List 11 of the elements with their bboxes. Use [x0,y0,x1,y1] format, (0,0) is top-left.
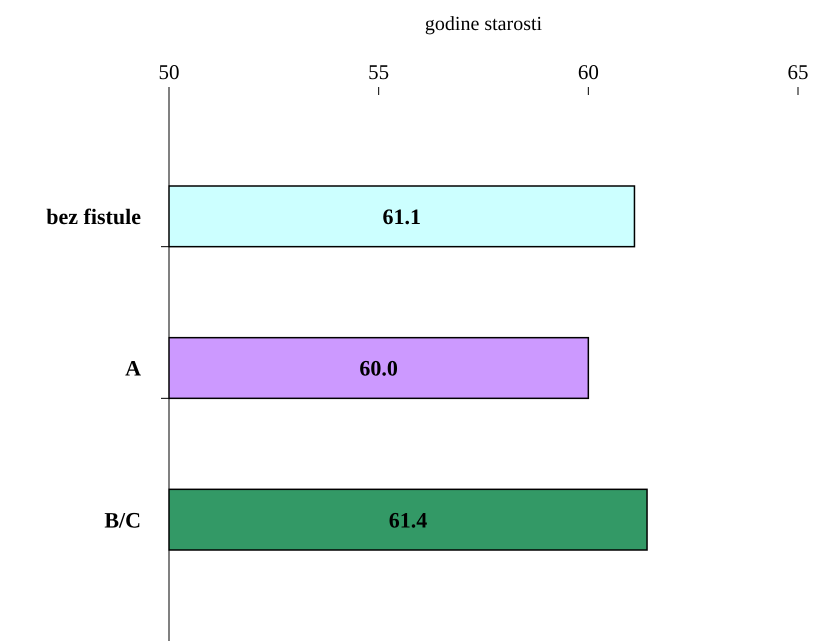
x-axis-title: godine starosti [424,13,543,35]
data-label: 61.1 [382,204,421,230]
x-tick-label: 65 [788,60,808,84]
y-tick-label: B/C [104,507,141,532]
data-label: 61.4 [388,507,428,532]
x-tick-label: 50 [158,60,180,84]
x-tick-label: 55 [368,60,390,84]
y-tick-label: bez fistule [46,204,142,230]
y-tick-label: A [125,356,142,381]
data-label: 60.0 [359,356,398,381]
x-tick-label: 60 [578,60,599,84]
